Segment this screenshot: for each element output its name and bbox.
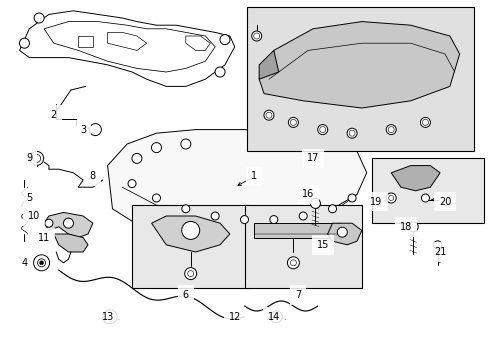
Text: 15: 15 [316,240,328,250]
Polygon shape [259,50,278,79]
Circle shape [288,117,298,127]
Circle shape [328,205,336,213]
Bar [132,205,249,288]
Circle shape [152,194,160,202]
Polygon shape [107,130,366,238]
Circle shape [30,152,43,165]
Circle shape [337,227,346,237]
Polygon shape [20,11,234,86]
Circle shape [387,127,393,132]
Text: 19: 19 [369,197,382,207]
Circle shape [310,198,320,208]
Text: 12: 12 [228,312,241,322]
Circle shape [270,311,282,323]
Circle shape [211,212,219,220]
Text: 14: 14 [267,312,280,322]
Circle shape [433,241,441,249]
Text: 4: 4 [21,258,27,268]
Polygon shape [78,36,93,47]
Circle shape [103,310,117,324]
Circle shape [89,123,101,136]
Text: 20: 20 [438,197,450,207]
Text: 5: 5 [26,193,32,203]
Text: 8: 8 [90,171,96,181]
Circle shape [40,261,43,265]
Circle shape [265,112,271,118]
Text: 3: 3 [80,125,86,135]
Circle shape [251,31,261,41]
Text: 7: 7 [295,290,301,300]
Circle shape [264,110,273,120]
Circle shape [34,255,49,271]
Bar [244,205,361,288]
Polygon shape [259,22,459,108]
Circle shape [317,125,327,135]
Circle shape [290,120,296,125]
Circle shape [421,194,428,202]
Polygon shape [185,36,210,50]
Circle shape [128,180,136,188]
Polygon shape [254,223,342,238]
Text: 21: 21 [433,247,446,257]
Circle shape [346,128,356,138]
Circle shape [187,271,193,276]
Circle shape [386,193,395,203]
Circle shape [34,13,44,23]
Polygon shape [44,212,93,238]
Text: 1: 1 [251,171,257,181]
Circle shape [182,221,199,239]
Circle shape [220,35,229,45]
Circle shape [386,125,395,135]
Text: 11: 11 [38,233,50,243]
Polygon shape [327,223,361,245]
Circle shape [63,218,73,228]
Bar [246,7,473,151]
Circle shape [290,260,296,266]
Circle shape [240,216,248,224]
Circle shape [347,194,355,202]
Text: 9: 9 [26,153,32,163]
Text: 2: 2 [51,110,57,120]
Text: 18: 18 [399,222,411,232]
Circle shape [422,120,427,125]
Text: 16: 16 [301,189,314,199]
Circle shape [132,153,142,163]
Text: 10: 10 [28,211,41,221]
Bar [371,158,483,223]
Polygon shape [151,216,229,252]
Text: 17: 17 [306,153,319,163]
Circle shape [407,222,417,232]
Circle shape [181,139,190,149]
Polygon shape [54,234,88,252]
Circle shape [319,127,325,132]
Polygon shape [390,166,439,191]
Text: 13: 13 [101,312,114,322]
Circle shape [253,33,259,39]
Polygon shape [107,32,146,50]
Circle shape [38,259,45,267]
Circle shape [20,38,29,48]
Circle shape [287,257,299,269]
Polygon shape [44,22,215,72]
Circle shape [182,205,189,213]
Circle shape [215,67,224,77]
Circle shape [348,130,354,136]
Circle shape [45,219,53,227]
Circle shape [151,143,161,153]
Circle shape [184,267,196,280]
Circle shape [388,195,393,201]
Circle shape [33,154,41,162]
Circle shape [299,212,306,220]
Text: 6: 6 [183,290,188,300]
Circle shape [269,216,277,224]
Circle shape [420,117,429,127]
